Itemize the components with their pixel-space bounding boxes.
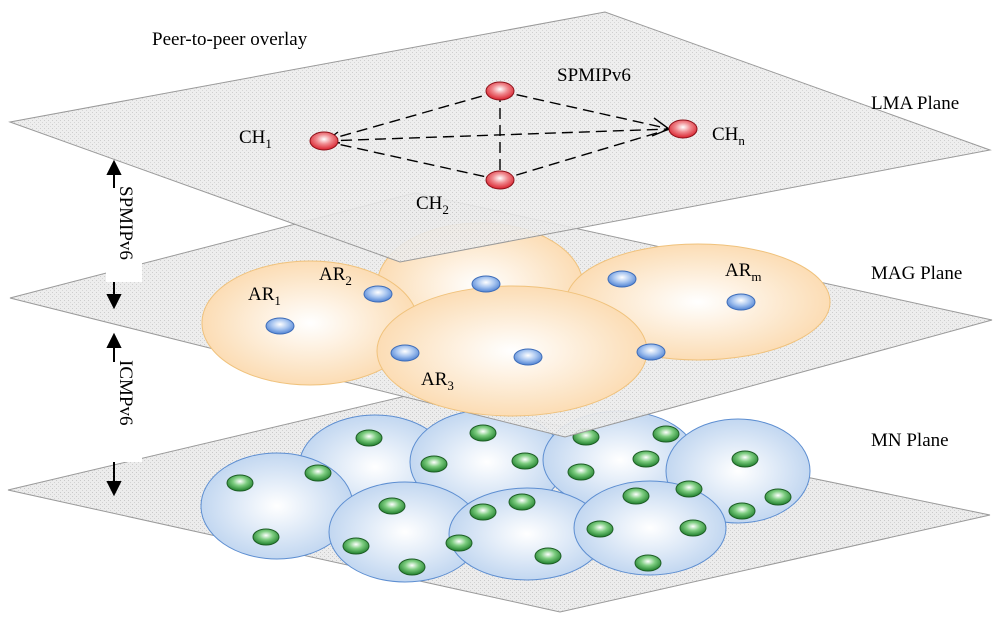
access-router-node <box>726 293 756 311</box>
overlay-link <box>323 90 501 142</box>
side-protocol-upper: SPMIPv6 <box>115 186 136 260</box>
mobile-node <box>508 493 536 511</box>
overlay-link <box>499 90 671 130</box>
access-router-node <box>363 285 393 303</box>
mobile-node <box>764 488 792 506</box>
ch2-node <box>485 170 515 190</box>
access-router-node <box>390 344 420 362</box>
mobile-node <box>534 547 562 565</box>
mobile-node <box>420 455 448 473</box>
mobile-node <box>469 424 497 442</box>
arm-label-base: AR <box>725 260 752 281</box>
lma-nodes <box>309 81 698 190</box>
ch1-label: CH1 <box>239 127 272 151</box>
mobile-node <box>342 537 370 555</box>
mobile-node <box>567 463 595 481</box>
access-router-node <box>636 343 666 361</box>
ar-nodes <box>265 270 756 366</box>
mag-plane-label: MAG Plane <box>871 263 962 284</box>
diagram-title: Peer-to-peer overlay <box>152 29 308 50</box>
mobile-node <box>728 502 756 520</box>
access-router-node <box>607 270 637 288</box>
mag-plane <box>9 192 993 438</box>
mobile-node <box>632 450 660 468</box>
mobile-node <box>378 497 406 515</box>
lma-plane-label: LMA Plane <box>871 93 959 114</box>
mobile-node <box>634 554 662 572</box>
mn-area <box>573 480 727 576</box>
ar2-label-sub: 2 <box>345 273 352 288</box>
ar1-label-base: AR <box>248 284 275 305</box>
mobile-node <box>652 425 680 443</box>
mobile-node <box>252 528 280 546</box>
arm-label: ARm <box>725 260 762 284</box>
mn-plane-label: MN Plane <box>871 430 949 451</box>
side-label-bg <box>106 362 142 462</box>
ch2-label-sub: 2 <box>442 202 449 217</box>
ch1-node <box>309 131 339 151</box>
mobile-node <box>511 452 539 470</box>
mobile-node <box>398 558 426 576</box>
ar3-label-base: AR <box>421 369 448 390</box>
mobile-node <box>304 464 332 482</box>
side-protocol-lower: ICMPv6 <box>115 360 136 425</box>
chn-node <box>668 119 698 139</box>
mobile-node <box>355 429 383 447</box>
chn-label-sub: n <box>738 133 745 148</box>
mn-plane <box>7 394 991 613</box>
ar3-label-sub: 3 <box>447 378 454 393</box>
mobile-node <box>226 474 254 492</box>
ch1-label-base: CH <box>239 127 266 148</box>
overlay-link <box>323 140 501 181</box>
lma-plane <box>8 11 992 263</box>
mobile-node <box>731 450 759 468</box>
ar3-label: AR3 <box>421 369 454 393</box>
ar2-label-base: AR <box>319 264 346 285</box>
mobile-node <box>469 503 497 521</box>
ar1-label-sub: 1 <box>274 293 281 308</box>
ch1-label-sub: 1 <box>265 136 272 151</box>
access-router-node <box>471 275 501 293</box>
spmipv6-label: SPMIPv6 <box>557 65 631 86</box>
ch2-label-base: CH <box>416 193 443 214</box>
arm-label-sub: m <box>751 269 761 284</box>
access-router-node <box>265 317 295 335</box>
mobile-node <box>445 534 473 552</box>
overlay-links <box>323 90 671 181</box>
ar2-label: AR2 <box>319 264 352 288</box>
side-label-bg <box>106 188 142 282</box>
access-router-node <box>513 348 543 366</box>
ch2-label: CH2 <box>416 193 449 217</box>
mobile-node <box>586 520 614 538</box>
ar1-label: AR1 <box>248 284 281 308</box>
mobile-node <box>675 480 703 498</box>
chn-label: CHn <box>712 124 745 148</box>
mobile-node <box>622 487 650 505</box>
mn-nodes <box>226 424 792 576</box>
overlay-link <box>323 128 671 142</box>
overlay-link <box>499 128 671 181</box>
spmipv6-node <box>485 81 515 101</box>
chn-label-base: CH <box>712 124 739 145</box>
mobile-node <box>679 519 707 537</box>
mn-area <box>200 452 354 560</box>
